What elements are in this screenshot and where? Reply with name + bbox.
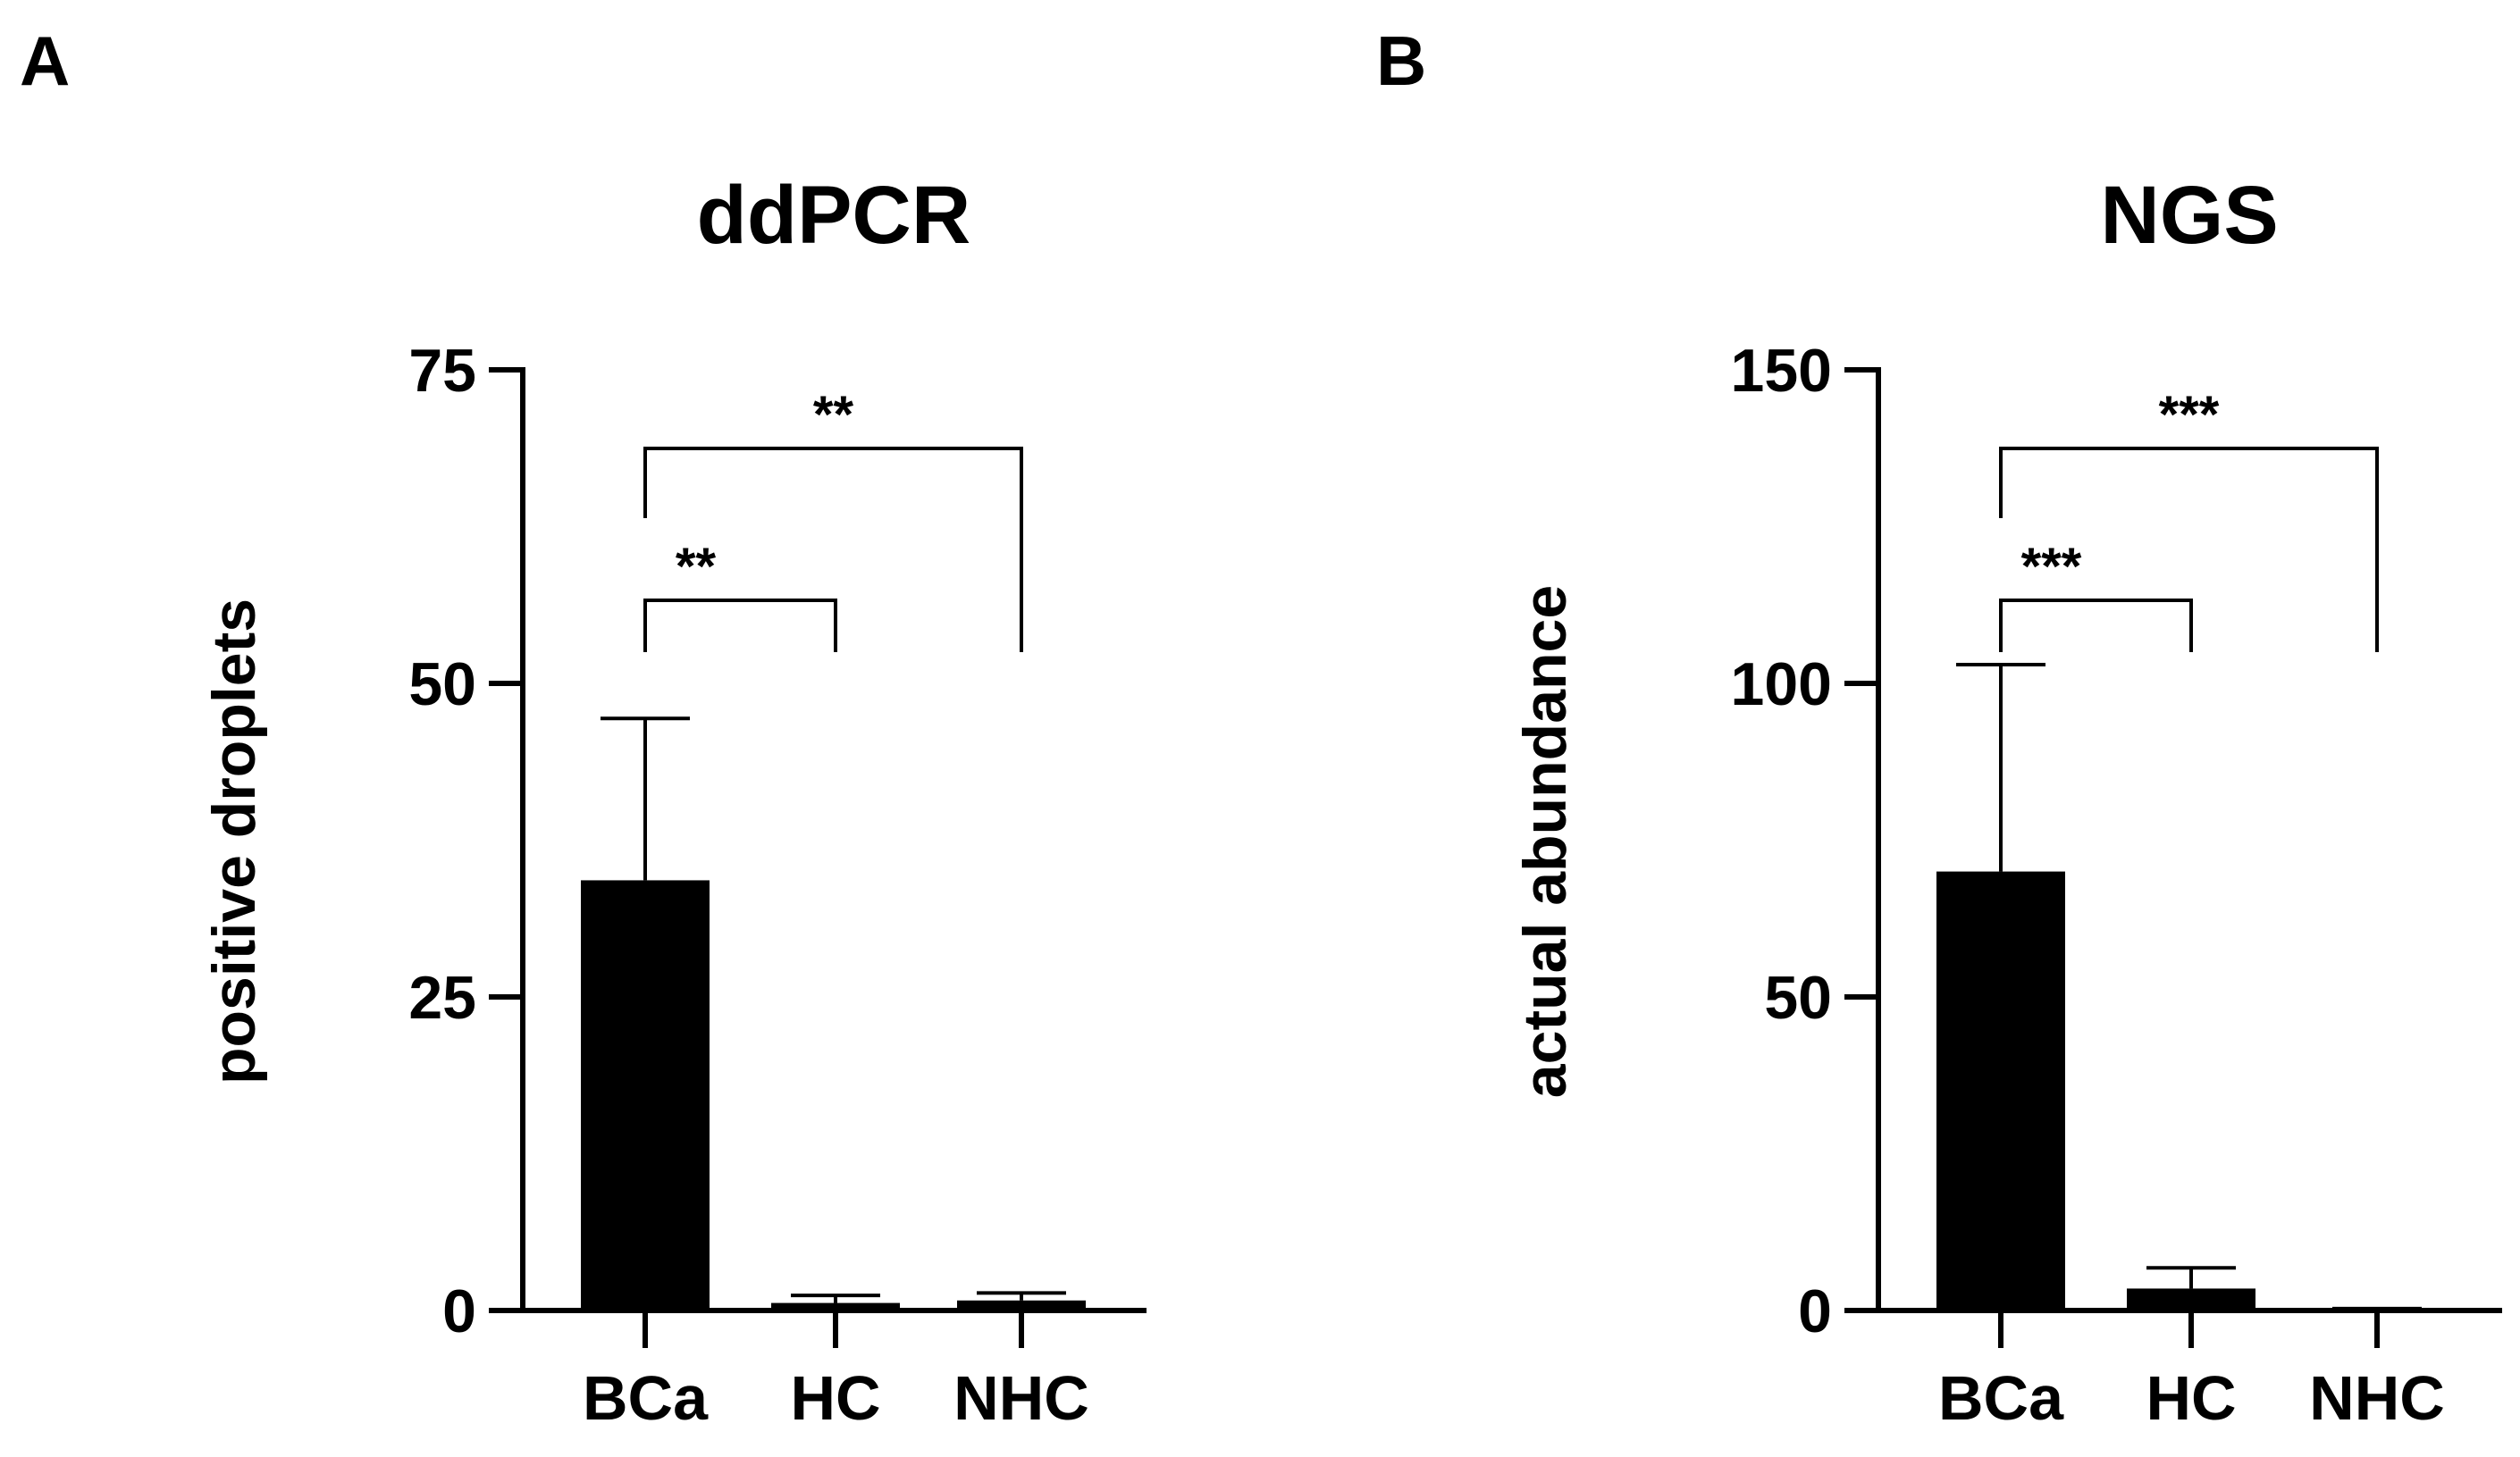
panel-b: B NGS actual abundance 0 50 100 150 BCa HC NH… [1376,21,2502,1433]
panel-label-a: A [20,21,70,100]
bar-bca [1936,871,2065,1310]
bars-a [581,880,1086,1310]
error-bars-b [1956,662,2422,1310]
significance-bracket [1999,447,2379,652]
y-axis-label-a: positive droplets [200,599,268,1084]
significance-brackets-b: *** *** [1999,386,2379,652]
y-tick-labels-a: 0 25 50 75 [408,337,476,1345]
x-tick-label-nhc: NHC [953,1363,1089,1433]
x-tick-label-hc: HC [790,1363,880,1433]
y-axis-label-b: actual abundance [1511,585,1579,1098]
bars-b [1936,871,2441,1311]
significance-label: ** [813,386,854,444]
bar-hc [771,1302,900,1310]
x-tick-labels-a: BCa HC NHC [583,1363,1089,1433]
y-tick-label: 50 [408,650,476,718]
x-tick-label-bca: BCa [1938,1363,2064,1433]
significance-bracket [643,599,837,652]
significance-label: *** [2021,538,2082,596]
significance-label: ** [676,538,717,596]
error-bars-a [601,716,1066,1303]
bar-nhc [957,1300,1086,1310]
panel-a: A ddPCR positive droplets 0 25 50 75 BCa HC N… [20,21,1147,1433]
significance-label: *** [2159,386,2220,444]
significance-bracket [1999,599,2193,652]
significance-brackets-a: ** ** [643,386,1023,652]
bar-bca [581,880,710,1310]
chart-title-b: NGS [2100,170,2278,261]
bar-hc [2127,1288,2255,1310]
y-tick-label: 50 [1764,964,1832,1032]
y-tick-labels-b: 0 50 100 150 [1731,337,1832,1345]
x-tick-label-hc: HC [2146,1363,2236,1433]
y-tick-label: 150 [1731,337,1832,405]
panel-label-b: B [1376,21,1426,100]
y-tick-label: 0 [442,1277,476,1345]
significance-bracket [643,447,1023,652]
y-tick-label: 100 [1731,650,1832,718]
chart-title-a: ddPCR [697,170,971,261]
y-tick-label: 25 [408,964,476,1032]
y-tick-label: 0 [1798,1277,1832,1345]
x-tick-label-bca: BCa [583,1363,709,1433]
y-tick-label: 75 [408,337,476,405]
x-tick-label-nhc: NHC [2309,1363,2445,1433]
x-tick-labels-b: BCa HC NHC [1938,1363,2445,1433]
